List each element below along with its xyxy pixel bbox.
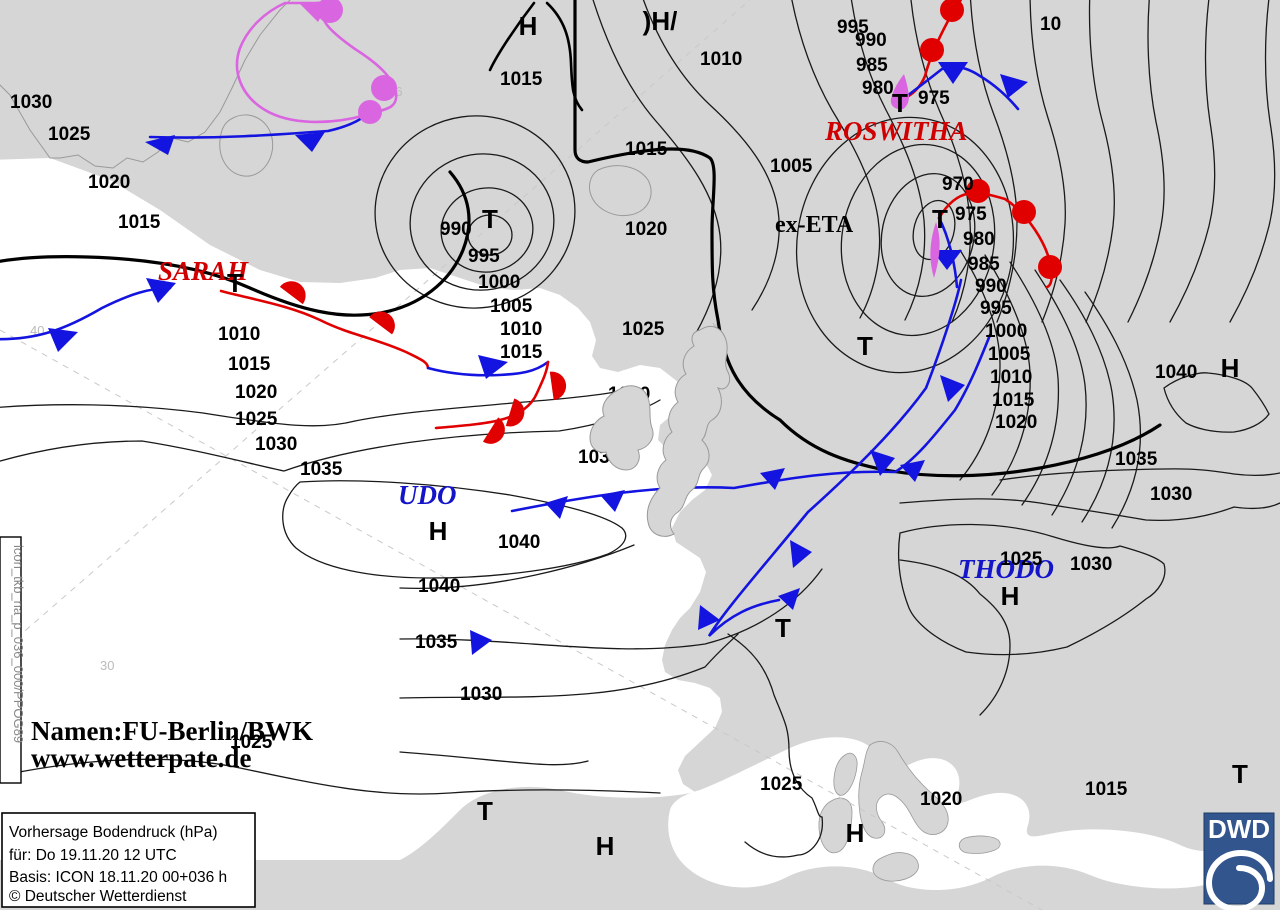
svg-text:985: 985 <box>856 55 888 76</box>
svg-text:975: 975 <box>955 204 987 225</box>
svg-text:1020: 1020 <box>995 412 1037 433</box>
svg-text:1015: 1015 <box>500 69 543 90</box>
svg-text:10: 10 <box>1040 14 1061 35</box>
svg-text:1015: 1015 <box>1085 779 1128 800</box>
svg-text:1005: 1005 <box>770 156 813 177</box>
svg-text:1040: 1040 <box>1155 362 1197 383</box>
svg-text:1010: 1010 <box>990 367 1032 388</box>
svg-text:1030: 1030 <box>10 92 52 113</box>
svg-text:1040: 1040 <box>418 576 460 597</box>
svg-text:975: 975 <box>918 88 950 109</box>
svg-text:T: T <box>775 613 791 643</box>
svg-text:1040: 1040 <box>498 532 540 553</box>
svg-text:ex-ETA: ex-ETA <box>775 212 854 238</box>
svg-text:1005: 1005 <box>490 296 533 317</box>
svg-text:1005: 1005 <box>988 344 1031 365</box>
svg-text:T: T <box>857 331 873 361</box>
svg-text:H: H <box>846 818 865 848</box>
svg-text:1010: 1010 <box>700 49 742 70</box>
svg-text:1015: 1015 <box>625 139 668 160</box>
svg-text:1025: 1025 <box>622 319 665 340</box>
svg-text:T: T <box>932 204 948 234</box>
svg-text:UDO: UDO <box>398 480 457 510</box>
svg-text:)H/: )H/ <box>643 6 678 36</box>
svg-text:www.wetterpate.de: www.wetterpate.de <box>31 743 251 773</box>
svg-text:1020: 1020 <box>920 789 962 810</box>
svg-text:H: H <box>596 831 615 861</box>
svg-text:990: 990 <box>440 219 472 240</box>
svg-text:995: 995 <box>468 246 500 267</box>
svg-text:Vorhersage Bodendruck (hPa): Vorhersage Bodendruck (hPa) <box>9 824 218 841</box>
svg-text:1010: 1010 <box>218 324 260 345</box>
svg-text:Namen:FU-Berlin/BWK: Namen:FU-Berlin/BWK <box>31 716 313 746</box>
svg-text:H: H <box>519 11 538 41</box>
svg-text:990: 990 <box>975 276 1007 297</box>
svg-text:1030: 1030 <box>1070 554 1112 575</box>
svg-text:1015: 1015 <box>500 342 543 363</box>
svg-text:ROSWITHA: ROSWITHA <box>824 116 968 146</box>
svg-text:1020: 1020 <box>88 172 130 193</box>
svg-text:T: T <box>227 268 243 298</box>
svg-text:1020: 1020 <box>235 382 277 403</box>
svg-text:1015: 1015 <box>228 354 271 375</box>
svg-text:H: H <box>1001 581 1020 611</box>
svg-text:1030: 1030 <box>1150 484 1192 505</box>
svg-text:1030: 1030 <box>255 434 297 455</box>
svg-text:H: H <box>429 516 448 546</box>
svg-text:icon_tkb_na_p_036_000/PPOG89: icon_tkb_na_p_036_000/PPOG89 <box>11 545 26 743</box>
svg-text:1025: 1025 <box>1000 549 1043 570</box>
svg-text:1035: 1035 <box>300 459 343 480</box>
svg-text:1000: 1000 <box>985 321 1027 342</box>
svg-text:© Deutscher Wetterdienst: © Deutscher Wetterdienst <box>9 888 187 905</box>
svg-text:DWD: DWD <box>1208 814 1270 844</box>
svg-text:T: T <box>477 796 493 826</box>
svg-text:H: H <box>1221 353 1240 383</box>
svg-text:1030: 1030 <box>460 684 502 705</box>
svg-text:1025: 1025 <box>760 774 803 795</box>
svg-text:T: T <box>482 204 498 234</box>
svg-text:990: 990 <box>855 30 887 51</box>
svg-text:1035: 1035 <box>1115 449 1158 470</box>
svg-text:30: 30 <box>100 658 114 673</box>
svg-text:980: 980 <box>963 229 995 250</box>
svg-text:980: 980 <box>862 78 894 99</box>
svg-text:1000: 1000 <box>478 272 520 293</box>
svg-text:985: 985 <box>968 254 1000 275</box>
svg-text:1035: 1035 <box>415 632 458 653</box>
svg-text:1025: 1025 <box>48 124 91 145</box>
svg-text:970: 970 <box>942 174 974 195</box>
svg-text:1025: 1025 <box>235 409 278 430</box>
svg-text:T: T <box>1232 759 1248 789</box>
svg-text:T: T <box>892 88 908 118</box>
svg-text:für: Do 19.11.20 12 UTC: für: Do 19.11.20 12 UTC <box>9 847 177 864</box>
svg-text:1015: 1015 <box>992 390 1035 411</box>
svg-text:Basis: ICON 18.11.20 00+036 h: Basis: ICON 18.11.20 00+036 h <box>9 869 227 886</box>
svg-text:1010: 1010 <box>500 319 542 340</box>
svg-text:1020: 1020 <box>625 219 667 240</box>
svg-text:995: 995 <box>980 298 1012 319</box>
svg-text:1015: 1015 <box>118 212 161 233</box>
